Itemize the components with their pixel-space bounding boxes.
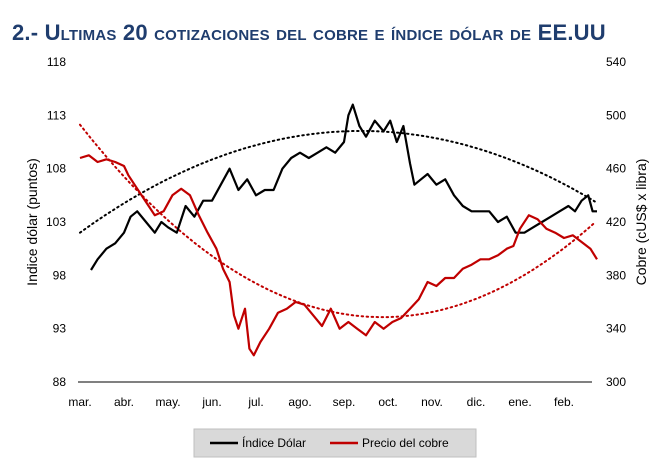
y-right-tick-label: 300 [606, 375, 626, 389]
trendlines [79, 123, 596, 319]
dollar-index-trendline [79, 130, 596, 234]
x-tick-label: ene. [508, 395, 531, 409]
y-left-tick-label: 113 [47, 108, 66, 122]
x-tick-label: dic. [467, 395, 486, 409]
copper-price-series-line [79, 154, 598, 357]
x-tick-label: mar. [68, 395, 91, 409]
x-tick-label: feb. [554, 395, 574, 409]
y-left-tick-label: 108 [46, 162, 66, 176]
x-tick-label: oct. [378, 395, 397, 409]
x-tick-label: ago. [288, 395, 311, 409]
y-left-tick-label: 103 [46, 215, 66, 229]
y-right-axis-title: Cobre (cUS$ x libra) [633, 159, 649, 286]
x-tick-label: jul. [247, 395, 263, 409]
y-right-tick-label: 540 [606, 55, 626, 69]
y-right-tick-label: 460 [606, 162, 626, 176]
y-left-tick-label: 88 [53, 375, 67, 389]
y-right-tick-label: 500 [606, 108, 626, 122]
y-right-tick-label: 340 [606, 322, 626, 336]
legend-label: Índice Dólar [242, 435, 306, 450]
copper-price-trendline [79, 123, 596, 319]
axis-labels: mar. abr. may. jun. jul. ago. sep. oct. nov. dic.… [24, 55, 649, 409]
page-title: 2.- Ultimas 20 cotizaciones del cobre e … [12, 20, 606, 45]
legend: Índice Dólar Precio del cobre [193, 428, 477, 458]
y-right-tick-label: 420 [606, 215, 626, 229]
y-left-tick-label: 98 [53, 268, 67, 282]
x-tick-label: sep. [333, 395, 356, 409]
x-tick-label: may. [155, 395, 180, 409]
y-left-tick-label: 93 [53, 322, 67, 336]
x-tick-label: jun. [201, 395, 221, 409]
y-right-tick-label: 380 [606, 268, 626, 282]
x-tick-label: nov. [421, 395, 443, 409]
y-left-axis-title: Indice dólar (puntos) [24, 158, 40, 286]
series-lines [79, 103, 598, 357]
legend-label: Precio del cobre [362, 436, 449, 450]
y-left-tick-label: 118 [47, 55, 66, 69]
dollar-index-series-line [90, 103, 597, 271]
x-tick-label: abr. [114, 395, 134, 409]
